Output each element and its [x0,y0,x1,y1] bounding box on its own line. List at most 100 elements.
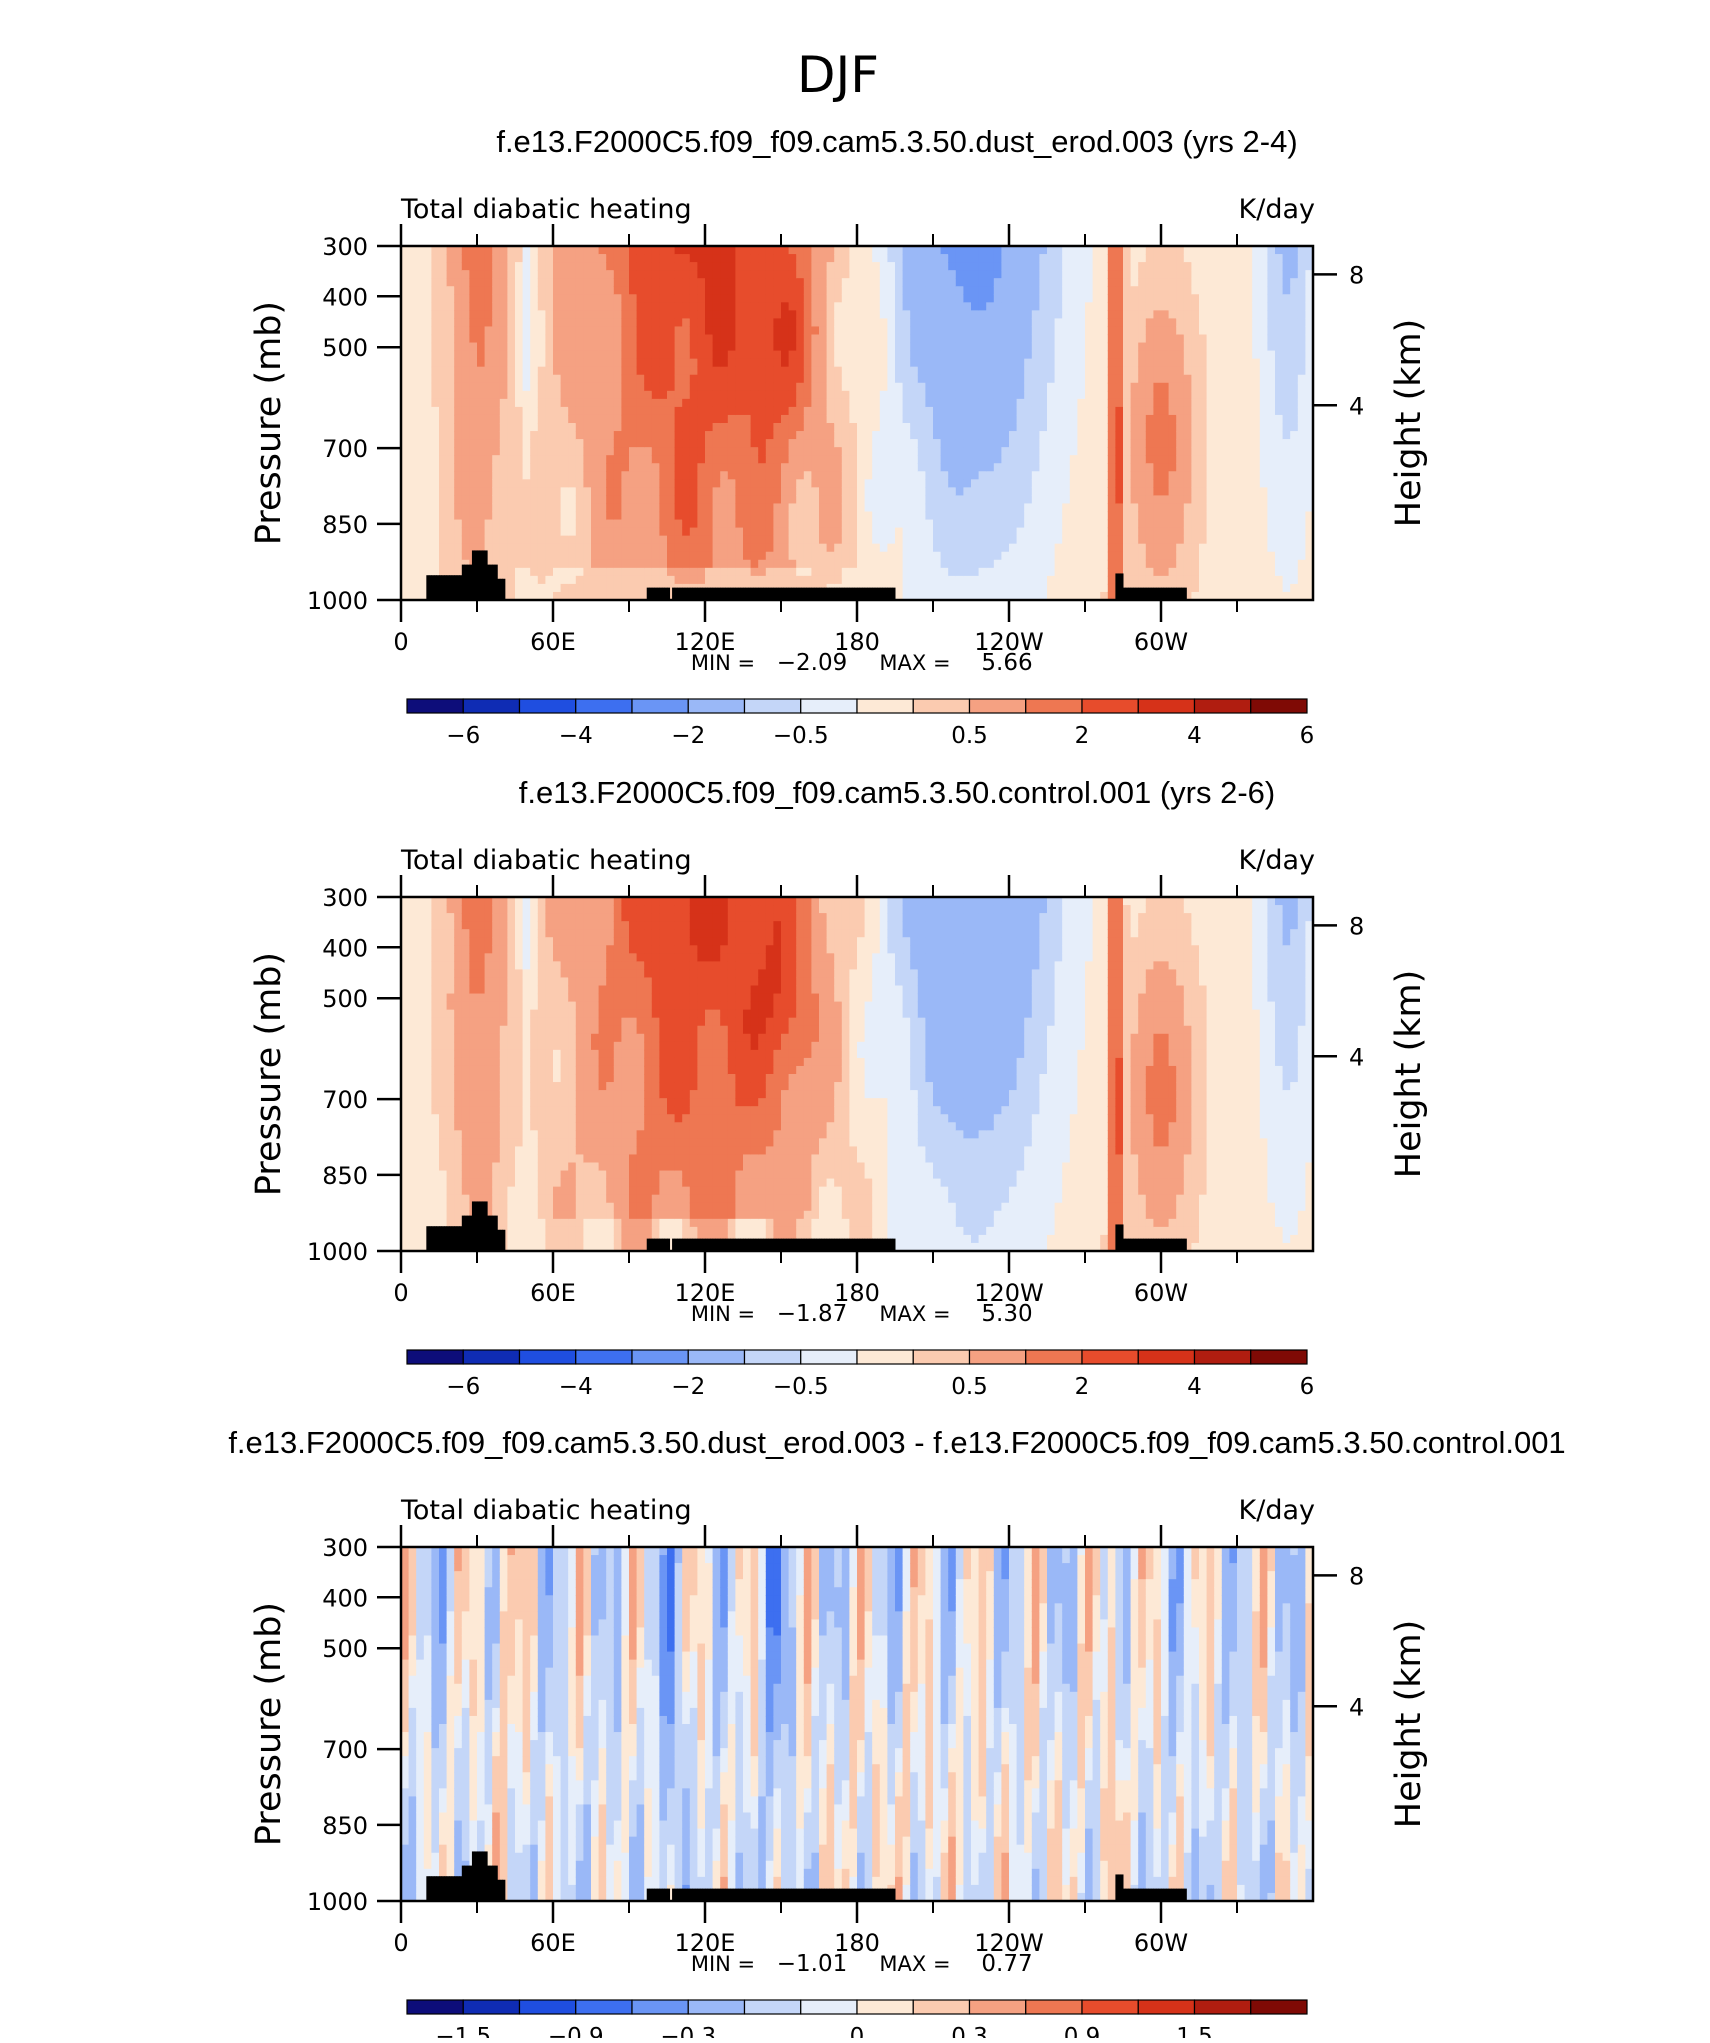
heatmap-cell [857,567,866,577]
heatmap-cell [667,591,676,601]
heatmap-cell [682,511,691,521]
heatmap-cell [993,318,1002,328]
heatmap-cell [553,406,562,416]
heatmap-cell [963,294,972,303]
heatmap-cell [1085,358,1094,368]
heatmap-cell [819,559,828,569]
heatmap-cell [598,374,607,384]
heatmap-cell [1016,262,1025,271]
heatmap-cell [1168,406,1177,416]
heatmap-cell [416,503,425,513]
heatmap-cell [1077,511,1086,521]
heatmap-cell [408,479,417,488]
heatmap-cell [1161,318,1170,328]
heatmap-cell [1100,431,1109,440]
heatmap-cell [872,559,881,569]
heatmap-cell [963,350,972,360]
heatmap-cell [872,414,881,424]
heatmap-cell [902,543,911,553]
heatmap-cell [879,286,888,295]
heatmap-cell [560,326,569,336]
heatmap-cell [1252,294,1261,303]
heatmap-cell [477,246,486,255]
heatmap-cell [1085,439,1094,448]
heatmap-cell [515,326,524,336]
heatmap-cell [621,583,630,593]
heatmap-cell [1016,559,1025,569]
heatmap-cell [727,318,736,328]
heatmap-cell [826,431,835,440]
heatmap-cell [819,414,828,424]
heatmap-cell [401,495,410,505]
heatmap-cell [1229,262,1238,271]
heatmap-cell [758,286,767,295]
heatmap-cell [507,439,516,448]
heatmap-cell [1016,479,1025,488]
heatmap-cell [644,567,653,577]
heatmap-cell [560,246,569,255]
heatmap-cell [1199,503,1208,513]
heatmap-cell [560,278,569,287]
heatmap-cell [598,326,607,336]
heatmap-cell [1183,414,1192,424]
heatmap-cell [1206,374,1215,384]
heatmap-cell [819,342,828,352]
heatmap-cell [598,535,607,545]
heatmap-cell [530,326,539,336]
heatmap-cell [1031,543,1040,553]
heatmap-cell [689,519,698,529]
heatmap-cell [674,270,683,279]
heatmap-cell [1100,479,1109,488]
heatmap-cell [727,455,736,464]
heatmap-cell [1237,310,1246,320]
heatmap-cell [796,575,805,585]
heatmap-cell [507,447,516,456]
heatmap-cell [765,423,774,432]
heatmap-cell [1191,414,1200,424]
heatmap-cell [750,463,759,472]
heatmap-cell [819,439,828,448]
heatmap-cell [492,310,501,320]
heatmap-cell [879,479,888,488]
heatmap-cell [537,423,546,432]
heatmap-cell [530,583,539,593]
heatmap-cell [1062,431,1071,440]
heatmap-cell [978,246,987,255]
heatmap-cell [629,382,638,392]
heatmap-cell [1191,310,1200,320]
heatmap-cell [933,495,942,505]
heatmap-cell [674,334,683,344]
heatmap-cell [1145,431,1154,440]
heatmap-cell [978,471,987,480]
heatmap-cell [872,374,881,384]
heatmap-cell [826,487,835,497]
heatmap-cell [971,382,980,392]
heatmap-cell [1031,559,1040,569]
heatmap-cell [1054,350,1063,360]
heatmap-cell [917,326,926,336]
heatmap-cell [705,366,714,376]
heatmap-cell [408,286,417,295]
heatmap-cell [849,447,858,456]
heatmap-cell [1138,455,1147,464]
heatmap-cell [1206,270,1215,279]
heatmap-cell [1016,567,1025,577]
heatmap-cell [773,495,782,505]
heatmap-cell [636,495,645,505]
heatmap-cell [469,431,478,440]
heatmap-cell [1039,246,1048,255]
heatmap-cell [1092,479,1101,488]
heatmap-cell [1138,431,1147,440]
heatmap-cell [537,390,546,400]
heatmap-cell [796,423,805,432]
heatmap-cell [917,382,926,392]
heatmap-cell [895,495,904,505]
heatmap-cell [978,479,987,488]
heatmap-cell [1221,318,1230,328]
heatmap-cell [963,431,972,440]
heatmap-cell [629,559,638,569]
heatmap-cell [857,254,866,263]
heatmap-cell [826,471,835,480]
heatmap-cell [492,414,501,424]
heatmap-cell [1092,439,1101,448]
